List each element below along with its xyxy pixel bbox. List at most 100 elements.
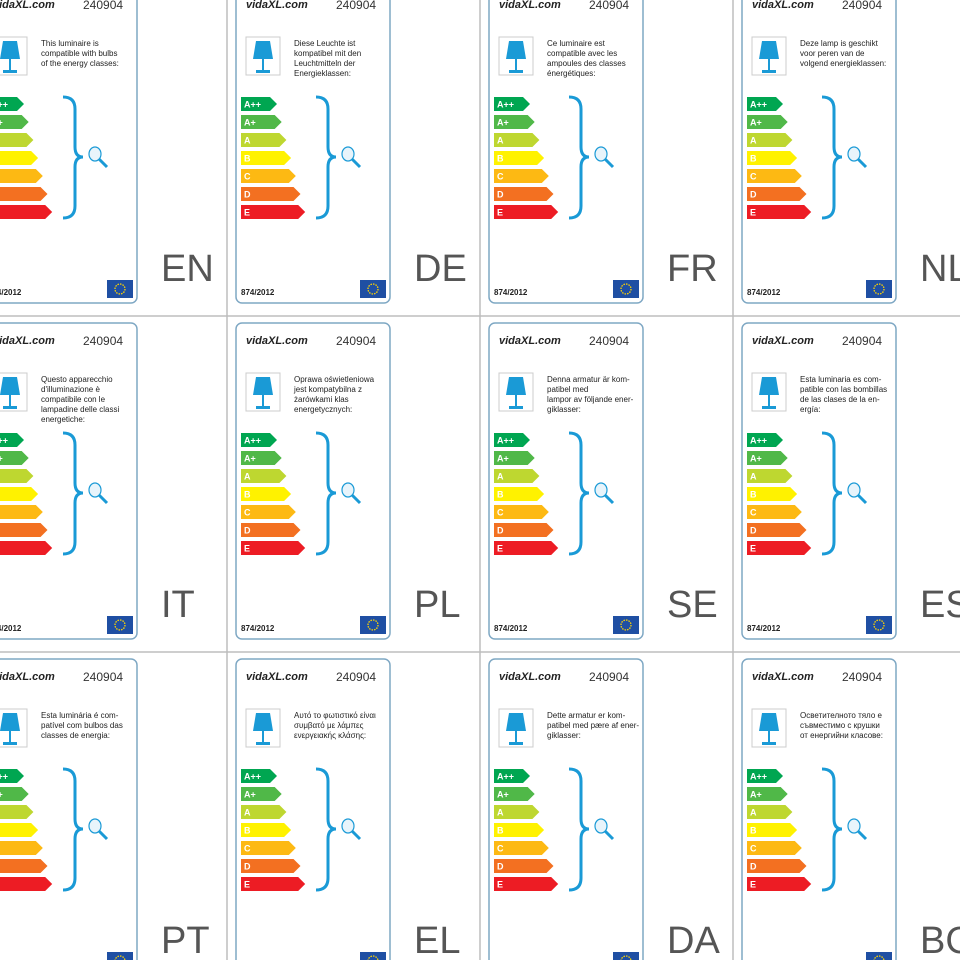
regulation: 874/2012 [0, 624, 22, 633]
lamp-icon [0, 377, 20, 409]
energy-class-arrow [0, 205, 53, 219]
energy-class-arrow [241, 541, 306, 555]
description-line: Ce luminaire est [547, 39, 606, 48]
lamp-icon [759, 377, 779, 409]
energy-class-arrow [241, 805, 287, 819]
bulb-icon [847, 146, 861, 162]
regulation: 874/2012 [0, 288, 22, 297]
language-code: SE [667, 584, 718, 626]
description-line: lampor av följande ener- [547, 395, 634, 404]
description-line: lampadine delle classi [41, 405, 119, 414]
energy-class-arrow [241, 187, 301, 201]
language-code: BG [920, 920, 960, 960]
energy-class-label: A++ [244, 771, 261, 781]
energy-class-label: D [750, 525, 757, 535]
energy-class-arrow [0, 877, 53, 891]
description-line: от енергийни класове: [800, 731, 883, 740]
brace [315, 95, 337, 220]
energy-class-label: A++ [750, 99, 767, 109]
energy-class-arrow [747, 115, 788, 129]
energy-class-label: C [244, 171, 251, 181]
energy-class-label: D [497, 189, 504, 199]
energy-class-label: B [244, 825, 251, 835]
brace [568, 767, 590, 892]
energy-class-arrow [0, 169, 43, 183]
energy-class-label: E [244, 879, 250, 889]
eu-flag [360, 952, 386, 960]
brand-logo: vidaXL.com [752, 335, 814, 347]
energy-class-arrow [494, 523, 554, 537]
energy-class-arrow [0, 841, 43, 855]
energy-class-label: A [244, 471, 251, 481]
product-code: 240904 [336, 0, 376, 12]
energy-class-label: A++ [497, 435, 514, 445]
eu-stars [367, 283, 379, 295]
energy-class-label: A++ [244, 435, 261, 445]
description-line: Αυτό το φωτιστικό είναι [294, 711, 376, 720]
energy-class-arrow [0, 505, 43, 519]
energy-class-arrow [747, 97, 783, 111]
energy-class-arrow [241, 859, 301, 873]
description-line: συμβατό με λάμπες [294, 721, 364, 730]
energy-label-card: vidaXL.com 240904 Diese Leuchte istkompati… [235, 0, 467, 304]
description-line: ενεργειακής κλάσης: [294, 731, 366, 740]
energy-class-label: A++ [750, 435, 767, 445]
lamp-icon [506, 377, 526, 409]
energy-class-label: C [750, 171, 757, 181]
description-line: classes de energia: [41, 731, 110, 740]
energy-class-label: D [497, 861, 504, 871]
product-code: 240904 [83, 0, 123, 12]
bulb-icon [594, 146, 608, 162]
energy-class-arrow [0, 805, 34, 819]
brace [62, 95, 84, 220]
energy-label-card: vidaXL.com 240904 Осветителното тяло есъвм… [741, 658, 960, 960]
energy-class-arrow [747, 169, 802, 183]
description-line: compatible avec les [547, 49, 617, 58]
energy-class-arrow [747, 841, 802, 855]
description-line: ampoules des classes [547, 59, 626, 68]
bulb-icon [88, 482, 102, 498]
energy-class-label: E [497, 207, 503, 217]
energy-class-arrow [747, 859, 807, 873]
energy-class-arrow [747, 469, 793, 483]
description-line: Denna armatur är kom- [547, 375, 630, 384]
energy-class-arrow [241, 205, 306, 219]
energy-class-label: C [497, 507, 504, 517]
bulb-base [97, 493, 109, 505]
energy-class-label: B [244, 153, 251, 163]
energy-class-arrow [241, 769, 277, 783]
description-line: of the energy classes: [41, 59, 119, 68]
description-line: giklasser: [547, 405, 581, 414]
card-border [741, 0, 897, 304]
energy-class-arrow [0, 787, 29, 801]
energy-label-card: vidaXL.com 240904 Deze lamp is geschiktvoo… [741, 0, 960, 304]
energy-class-arrow [747, 787, 788, 801]
energy-class-arrow [241, 877, 306, 891]
eu-flag [107, 952, 133, 960]
lamp-icon [759, 713, 779, 745]
energy-class-arrow [494, 541, 559, 555]
description-line: voor peren van de [800, 49, 865, 58]
description-line: żarówkami klas [294, 395, 349, 404]
energy-class-label: A+ [497, 117, 509, 127]
bulb-icon [88, 818, 102, 834]
language-code: DA [667, 920, 720, 960]
bulb-icon [847, 482, 861, 498]
energy-class-arrow [494, 769, 530, 783]
energy-class-label: A [244, 135, 251, 145]
energy-class-arrow [241, 505, 296, 519]
energy-class-arrow [494, 805, 540, 819]
energy-class-label: D [497, 525, 504, 535]
energy-class-arrow [747, 151, 798, 165]
energy-label-card: vidaXL.com 240904 Denna armatur är kom-pat… [488, 322, 718, 640]
energy-class-arrow [494, 487, 545, 501]
eu-flag [613, 952, 639, 960]
energy-class-label: A++ [0, 771, 8, 781]
description-line: giklasser: [547, 731, 581, 740]
energy-class-label: A [497, 135, 504, 145]
language-code: DE [414, 248, 467, 290]
energy-class-arrow [494, 115, 535, 129]
description-line: Questo apparecchio [41, 375, 113, 384]
